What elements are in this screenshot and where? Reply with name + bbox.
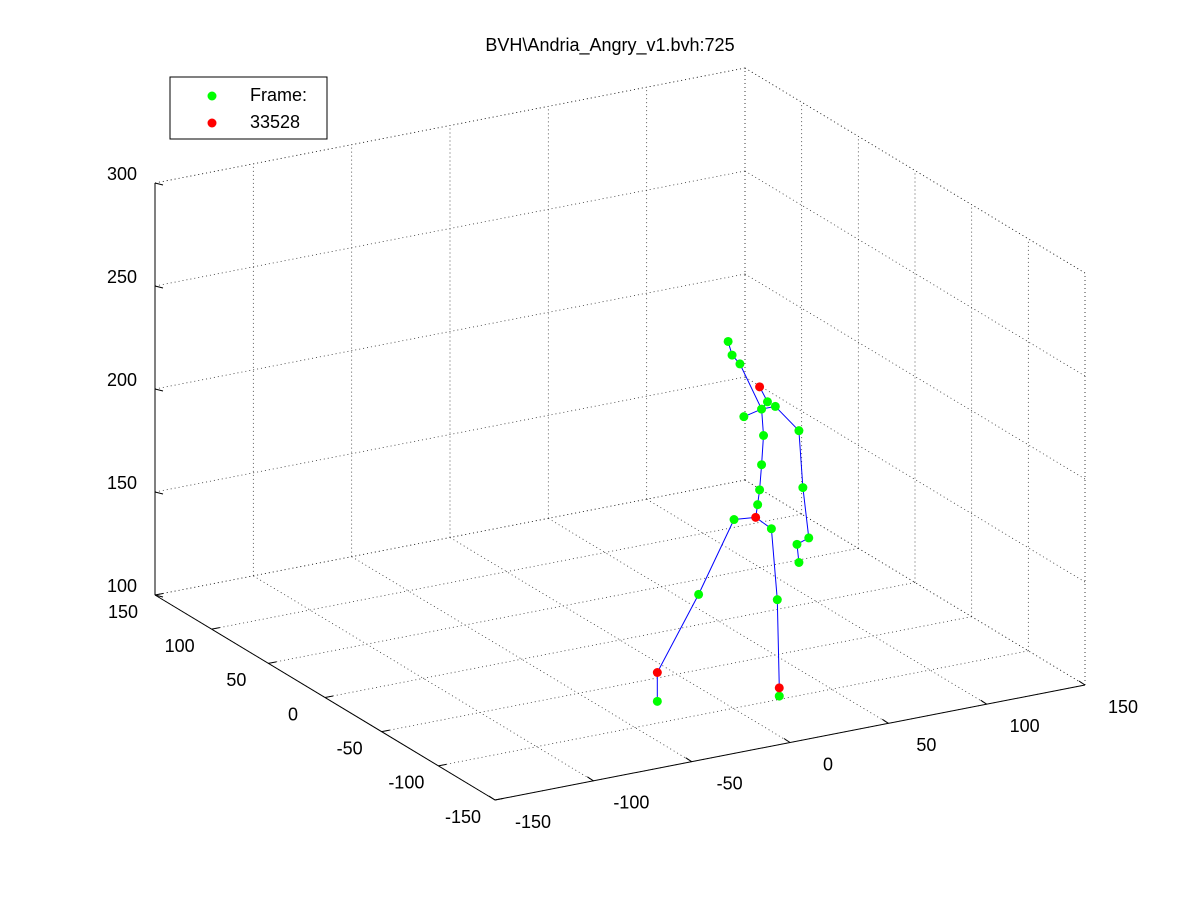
y-tick	[438, 763, 447, 767]
x-tick-label: -150	[515, 812, 551, 832]
grid-line	[154, 273, 746, 390]
joint-point	[751, 512, 761, 522]
joint-point	[652, 668, 662, 678]
x-tick	[488, 795, 496, 801]
z-tick-label: 100	[107, 576, 137, 596]
x-tick	[882, 718, 889, 724]
joint-point	[739, 412, 749, 422]
legend: Frame: 33528	[169, 76, 328, 140]
y-tick	[154, 593, 164, 596]
joint-point	[774, 691, 784, 701]
legend-marker	[207, 118, 217, 128]
z-tick	[154, 285, 164, 289]
z-tick	[154, 594, 164, 598]
grid-line	[381, 616, 972, 733]
joint-point	[757, 404, 767, 414]
x-tick-label: -100	[613, 793, 649, 813]
legend-box	[169, 76, 328, 140]
x-tick	[587, 776, 594, 782]
legend-label: 33528	[250, 112, 300, 132]
x-tick-label: 100	[1010, 716, 1040, 736]
joint-point	[759, 431, 769, 441]
joint-point	[798, 483, 808, 493]
y-tick-label: 150	[108, 602, 138, 622]
joint-point	[735, 359, 745, 369]
z-tick	[154, 182, 164, 186]
joint-point	[792, 539, 802, 549]
joint-point	[723, 336, 733, 346]
y-tick-label: 0	[288, 704, 298, 724]
grid-line	[154, 479, 746, 596]
y-tick	[324, 695, 334, 698]
y-tick-label: 50	[226, 670, 246, 690]
x-tick	[783, 738, 791, 743]
joint-point	[755, 382, 765, 392]
z-tick-label: 150	[107, 473, 137, 493]
x-tick-label: 150	[1108, 697, 1138, 717]
y-tick	[494, 798, 504, 801]
z-tick-label: 250	[107, 267, 137, 287]
x-tick	[980, 699, 987, 705]
y-tick-label: -150	[445, 807, 481, 827]
y-tick-label: -100	[388, 773, 424, 793]
z-tick	[154, 491, 164, 495]
y-tick-label: 100	[165, 636, 195, 656]
y-tick	[211, 627, 220, 630]
grid-line	[438, 650, 1029, 767]
joint-point	[762, 397, 772, 407]
x-tick	[1078, 680, 1086, 686]
grid-line	[154, 67, 746, 184]
joint-point	[755, 485, 765, 495]
joint-point	[727, 350, 737, 360]
joint-point	[772, 595, 782, 605]
x-tick-label: 0	[823, 754, 833, 774]
legend-label: Frame:	[250, 85, 307, 105]
y-tick	[268, 661, 277, 664]
joint-point	[794, 426, 804, 436]
joint-point	[753, 500, 763, 510]
z-tick	[154, 388, 164, 392]
chart-title: BVH\Andria_Angry_v1.bvh:725	[485, 35, 734, 56]
grid-line	[211, 513, 802, 630]
joint-point	[694, 589, 704, 599]
joint-point	[652, 696, 662, 706]
joint-point	[794, 558, 804, 568]
z-tick-label: 200	[107, 370, 137, 390]
z-tick-label: 300	[107, 164, 137, 184]
joint-point	[770, 401, 780, 411]
x-tick	[685, 757, 692, 763]
grid-line	[268, 547, 859, 664]
grid-line	[154, 376, 746, 493]
grid-line	[154, 170, 746, 287]
joint-point	[757, 460, 767, 470]
grid-line	[324, 582, 916, 698]
x-tick-label: 50	[916, 735, 936, 755]
legend-marker	[207, 91, 217, 101]
joint-point	[804, 533, 814, 543]
y-tick	[381, 729, 390, 733]
joint-point	[766, 524, 776, 534]
joint-point	[729, 515, 739, 525]
x-tick-label: -50	[717, 773, 743, 793]
joint-point	[774, 683, 784, 693]
y-tick-label: -50	[337, 738, 363, 758]
